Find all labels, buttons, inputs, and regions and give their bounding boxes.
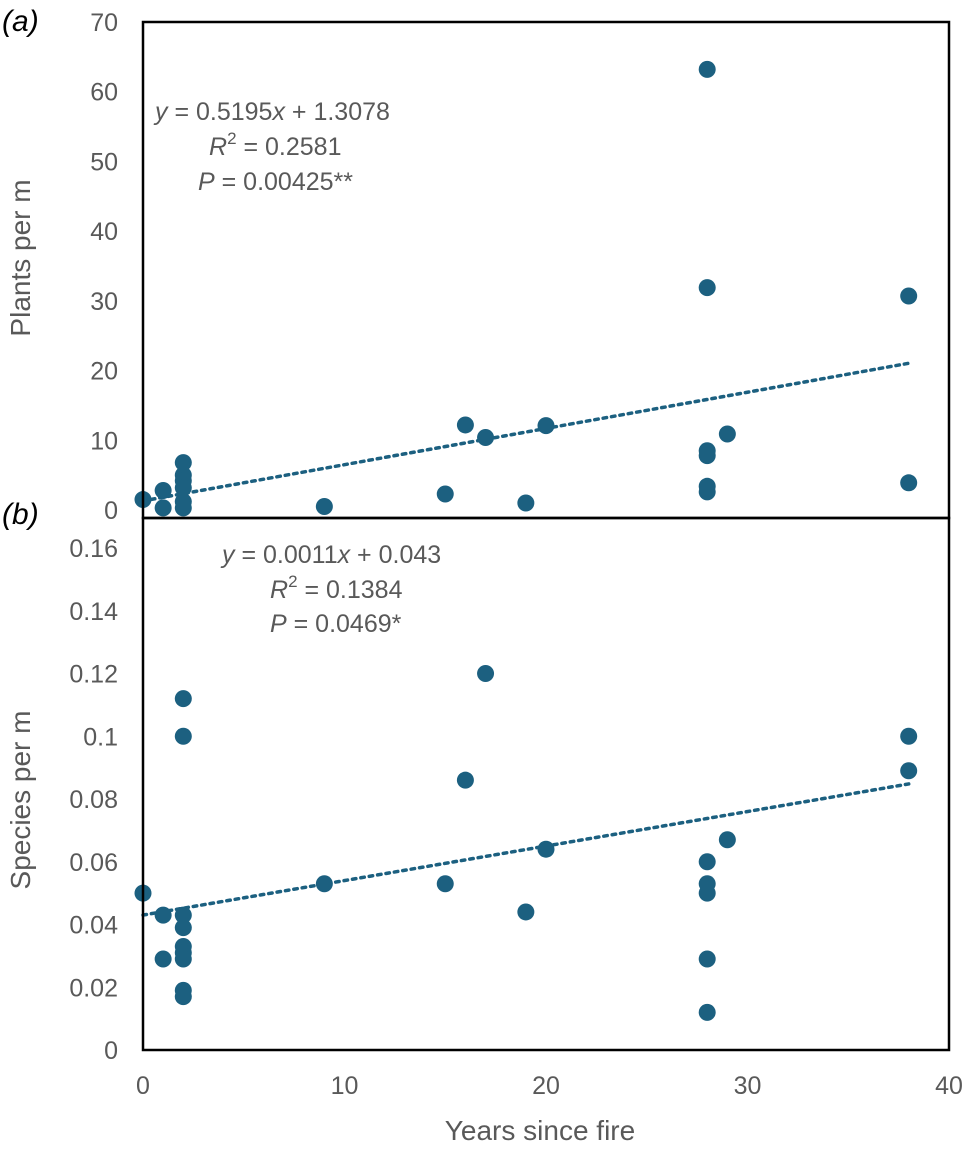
panel-b-data-point: [537, 840, 555, 858]
panel-b-y-ticks: 0 0.02 0.04 0.06 0.08 0.1 0.12 0.14 0.16: [69, 535, 118, 1065]
panel-b-data-point: [174, 950, 192, 968]
panel-a-y-tick-label: 0: [104, 497, 118, 525]
panel-b-data-point: [154, 906, 172, 924]
panel-a-data-point: [517, 494, 535, 512]
panel-a-data-point: [698, 447, 716, 465]
panel-b-y-tick-label: 0.1: [83, 723, 118, 751]
panel-a-data-points: [134, 60, 918, 517]
panel-b-data-point: [517, 903, 535, 921]
panel-a-data-point: [174, 499, 192, 517]
panel-b-y-tick-label: 0.02: [69, 974, 118, 1002]
panel-b-r-squared: R2 = 0.1384: [270, 572, 403, 604]
panel-a-label: (a): [2, 5, 39, 38]
x-tick-label: 20: [532, 1072, 560, 1100]
panel-b-p-value: P = 0.0469*: [270, 610, 402, 638]
panel-a-data-point: [477, 428, 495, 446]
panel-b-data-point: [477, 665, 495, 682]
panel-a-regression-annotation: y = 0.5195x + 1.3078 R2 = 0.2581 P = 0.0…: [153, 98, 390, 196]
panel-a-data-point: [698, 483, 716, 501]
panel-b-data-point: [174, 727, 192, 745]
panel-b-data-point: [900, 762, 918, 780]
panel-b-data-points: [134, 665, 918, 1021]
x-axis-title: Years since fire: [445, 1115, 635, 1146]
panel-a-y-tick-label: 70: [90, 9, 118, 37]
panel-b-data-point: [174, 919, 192, 937]
panel-a-data-point: [900, 287, 918, 305]
panel-a-ylabel: Plants per m: [5, 179, 36, 336]
panel-b-equation: y = 0.0011x + 0.043: [220, 541, 441, 569]
panel-a-y-tick-label: 60: [90, 79, 118, 107]
panel-a-y-tick-label: 30: [90, 288, 118, 316]
panel-a-data-point: [698, 60, 716, 78]
panel-b-data-point: [315, 875, 333, 893]
panel-a-y-tick-label: 20: [90, 358, 118, 386]
panel-a-data-point: [718, 425, 736, 443]
panel-b-ylabel: Species per m: [5, 711, 36, 890]
panel-a-y-tick-label: 40: [90, 218, 118, 246]
panel-b-label: (b): [2, 498, 39, 531]
panel-b-data-point: [698, 1003, 716, 1021]
panel-a-data-point: [174, 454, 192, 472]
panel-b-data-point: [174, 690, 192, 708]
panel-b-data-point: [174, 906, 192, 924]
panel-b-y-tick-label: 0.14: [69, 598, 118, 626]
panel-a-data-point: [537, 417, 555, 435]
panel-b-y-tick-label: 0.08: [69, 786, 118, 814]
panel-a-y-tick-label: 50: [90, 148, 118, 176]
x-tick-label: 0: [136, 1072, 150, 1100]
panel-a-data-point: [900, 474, 918, 492]
panel-b-species-per-m: (b) Species per m 0 0.02 0.04 0.06 0.08 0.1 0.…: [2, 498, 918, 1065]
panel-b-y-tick-label: 0.04: [69, 912, 118, 940]
panel-b-data-point: [900, 727, 918, 745]
panel-a-data-point: [698, 279, 716, 297]
panel-b-plot-frame: [141, 516, 951, 1052]
panel-a-y-tick-label: 10: [90, 427, 118, 455]
panel-a-r-squared: R2 = 0.2581: [209, 129, 342, 161]
panel-a-p-value: P = 0.00425**: [198, 168, 353, 196]
panel-b-data-point: [698, 950, 716, 968]
panel-a-data-point: [174, 479, 192, 497]
x-tick-label: 10: [331, 1072, 359, 1100]
panel-a-plants-per-m: (a) Plants per m 0 10 20 30 40 50 60 70 y = 0.5…: [2, 5, 918, 525]
panel-b-data-point: [154, 950, 172, 968]
panel-a-data-point: [154, 499, 172, 517]
panel-a-trendline: [141, 361, 911, 503]
panel-b-regression-annotation: y = 0.0011x + 0.043 R2 = 0.1384 P = 0.04…: [220, 541, 441, 638]
panel-a-equation: y = 0.5195x + 1.3078: [153, 98, 390, 126]
x-tick-label: 30: [734, 1072, 762, 1100]
panel-a-y-ticks: 0 10 20 30 40 50 60 70: [90, 9, 118, 525]
panel-a-data-point: [456, 416, 474, 434]
panel-b-trendline: [141, 782, 911, 917]
panel-b-y-tick-label: 0.12: [69, 661, 118, 689]
panel-b-data-point: [456, 771, 474, 789]
x-tick-label: 40: [935, 1072, 963, 1100]
panel-a-data-point: [315, 498, 333, 516]
x-axis-ticks: 0 10 20 30 40: [136, 1072, 963, 1100]
panel-b-data-point: [718, 831, 736, 849]
panel-b-data-point: [436, 875, 454, 893]
panel-b-y-tick-label: 0.06: [69, 849, 118, 877]
panel-b-data-point: [698, 884, 716, 902]
panel-b-data-point: [698, 853, 716, 871]
panel-b-data-point: [174, 988, 192, 1006]
panel-b-y-tick-label: 0.16: [69, 535, 118, 563]
panel-a-data-point: [154, 481, 172, 499]
panel-a-data-point: [436, 485, 454, 503]
panel-b-y-tick-label: 0: [104, 1037, 118, 1065]
panel-a-plot-frame: [141, 20, 951, 520]
